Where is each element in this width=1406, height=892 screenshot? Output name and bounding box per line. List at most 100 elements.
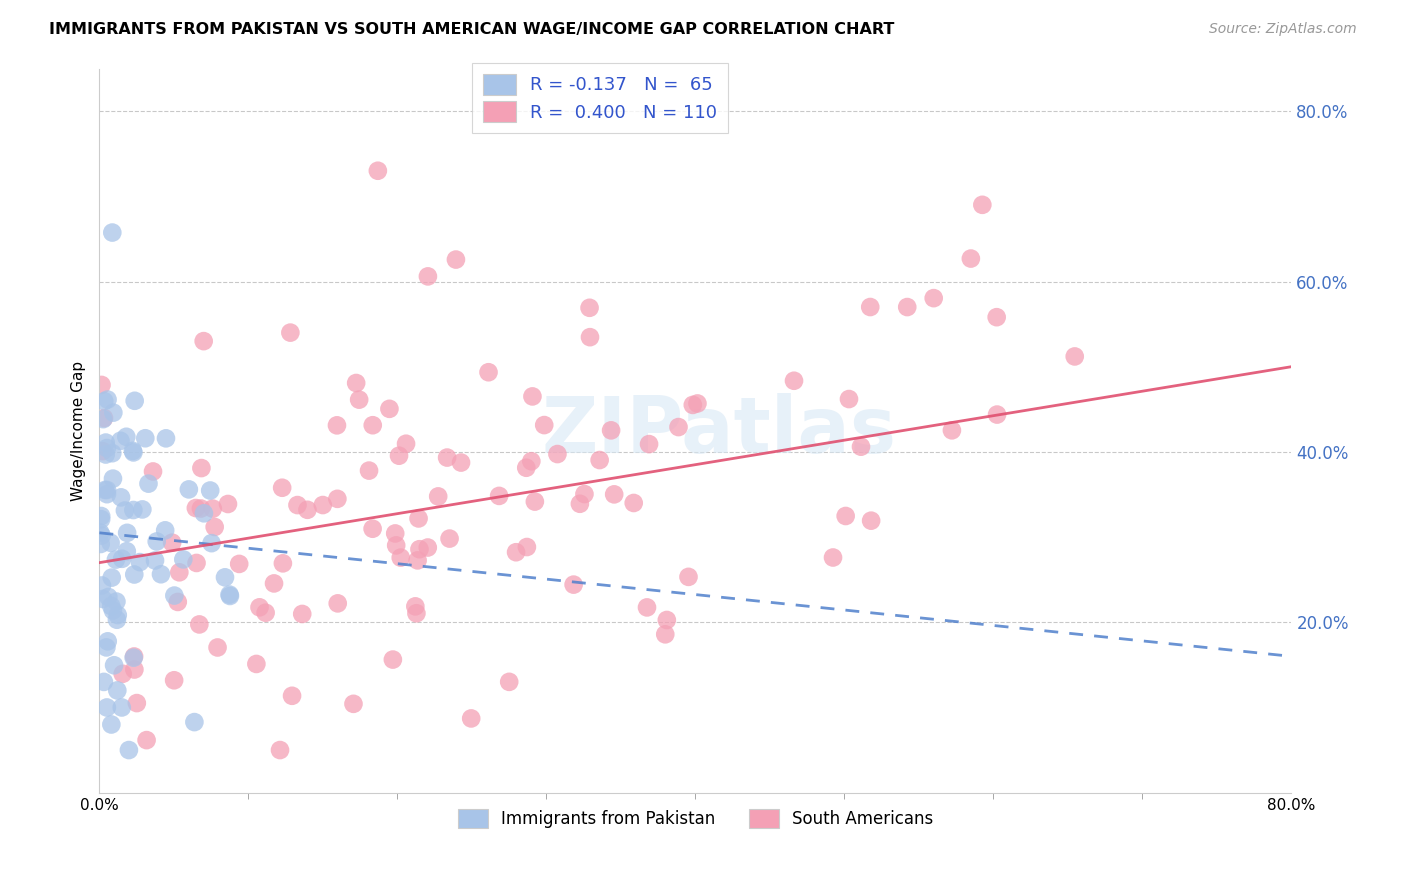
Point	[254, 606, 277, 620]
Point	[115, 525, 138, 540]
Point	[110, 434, 132, 448]
Point	[312, 498, 335, 512]
Point	[118, 743, 141, 757]
Point	[122, 443, 145, 458]
Point	[384, 526, 406, 541]
Point	[245, 657, 267, 671]
Point	[347, 392, 370, 407]
Point	[344, 376, 367, 390]
Point	[477, 365, 499, 379]
Legend: Immigrants from Pakistan, South Americans: Immigrants from Pakistan, South American…	[451, 803, 939, 835]
Point	[91, 591, 114, 606]
Point	[416, 269, 439, 284]
Point	[107, 608, 129, 623]
Point	[533, 418, 555, 433]
Point	[228, 557, 250, 571]
Point	[104, 552, 127, 566]
Point	[114, 503, 136, 517]
Point	[143, 553, 166, 567]
Point	[378, 401, 401, 416]
Point	[678, 570, 700, 584]
Point	[388, 449, 411, 463]
Point	[90, 512, 112, 526]
Point	[103, 406, 125, 420]
Point	[326, 596, 349, 610]
Point	[505, 545, 527, 559]
Point	[101, 226, 124, 240]
Point	[498, 674, 520, 689]
Point	[404, 599, 426, 614]
Point	[515, 460, 537, 475]
Point	[90, 508, 112, 523]
Point	[124, 567, 146, 582]
Point	[568, 497, 591, 511]
Point	[100, 599, 122, 613]
Point	[155, 431, 177, 445]
Point	[460, 711, 482, 725]
Point	[546, 447, 568, 461]
Point	[603, 487, 626, 501]
Point	[562, 577, 585, 591]
Point	[186, 556, 208, 570]
Point	[405, 607, 427, 621]
Point	[94, 435, 117, 450]
Point	[90, 537, 112, 551]
Point	[93, 674, 115, 689]
Point	[163, 589, 186, 603]
Point	[122, 503, 145, 517]
Point	[281, 689, 304, 703]
Point	[100, 717, 122, 731]
Point	[849, 440, 872, 454]
Point	[145, 534, 167, 549]
Point	[444, 252, 467, 267]
Point	[574, 487, 596, 501]
Point	[115, 544, 138, 558]
Point	[111, 551, 134, 566]
Point	[357, 464, 380, 478]
Point	[668, 420, 690, 434]
Point	[367, 163, 389, 178]
Point	[131, 502, 153, 516]
Point	[600, 423, 623, 437]
Point	[219, 589, 242, 603]
Point	[523, 494, 546, 508]
Text: Source: ZipAtlas.com: Source: ZipAtlas.com	[1209, 22, 1357, 37]
Point	[125, 696, 148, 710]
Point	[134, 431, 156, 445]
Point	[124, 663, 146, 677]
Point	[207, 640, 229, 655]
Point	[190, 461, 212, 475]
Point	[522, 389, 544, 403]
Point	[183, 715, 205, 730]
Point	[91, 412, 114, 426]
Point	[111, 666, 134, 681]
Point	[838, 392, 860, 406]
Point	[110, 491, 132, 505]
Point	[326, 491, 349, 506]
Point	[101, 603, 124, 617]
Point	[271, 557, 294, 571]
Point	[190, 501, 212, 516]
Point	[149, 567, 172, 582]
Text: IMMIGRANTS FROM PAKISTAN VS SOUTH AMERICAN WAGE/INCOME GAP CORRELATION CHART: IMMIGRANTS FROM PAKISTAN VS SOUTH AMERIC…	[49, 22, 894, 37]
Y-axis label: Wage/Income Gap: Wage/Income Gap	[72, 360, 86, 500]
Point	[96, 700, 118, 714]
Point	[416, 541, 439, 555]
Point	[271, 481, 294, 495]
Point	[96, 640, 118, 655]
Point	[655, 613, 678, 627]
Point	[922, 291, 945, 305]
Point	[200, 483, 222, 498]
Point	[122, 650, 145, 665]
Point	[135, 733, 157, 747]
Point	[297, 503, 319, 517]
Point	[103, 658, 125, 673]
Point	[166, 595, 188, 609]
Point	[105, 683, 128, 698]
Text: ZIPatlas: ZIPatlas	[541, 392, 897, 468]
Point	[1063, 350, 1085, 364]
Point	[249, 600, 271, 615]
Point	[105, 613, 128, 627]
Point	[90, 378, 112, 392]
Point	[389, 550, 412, 565]
